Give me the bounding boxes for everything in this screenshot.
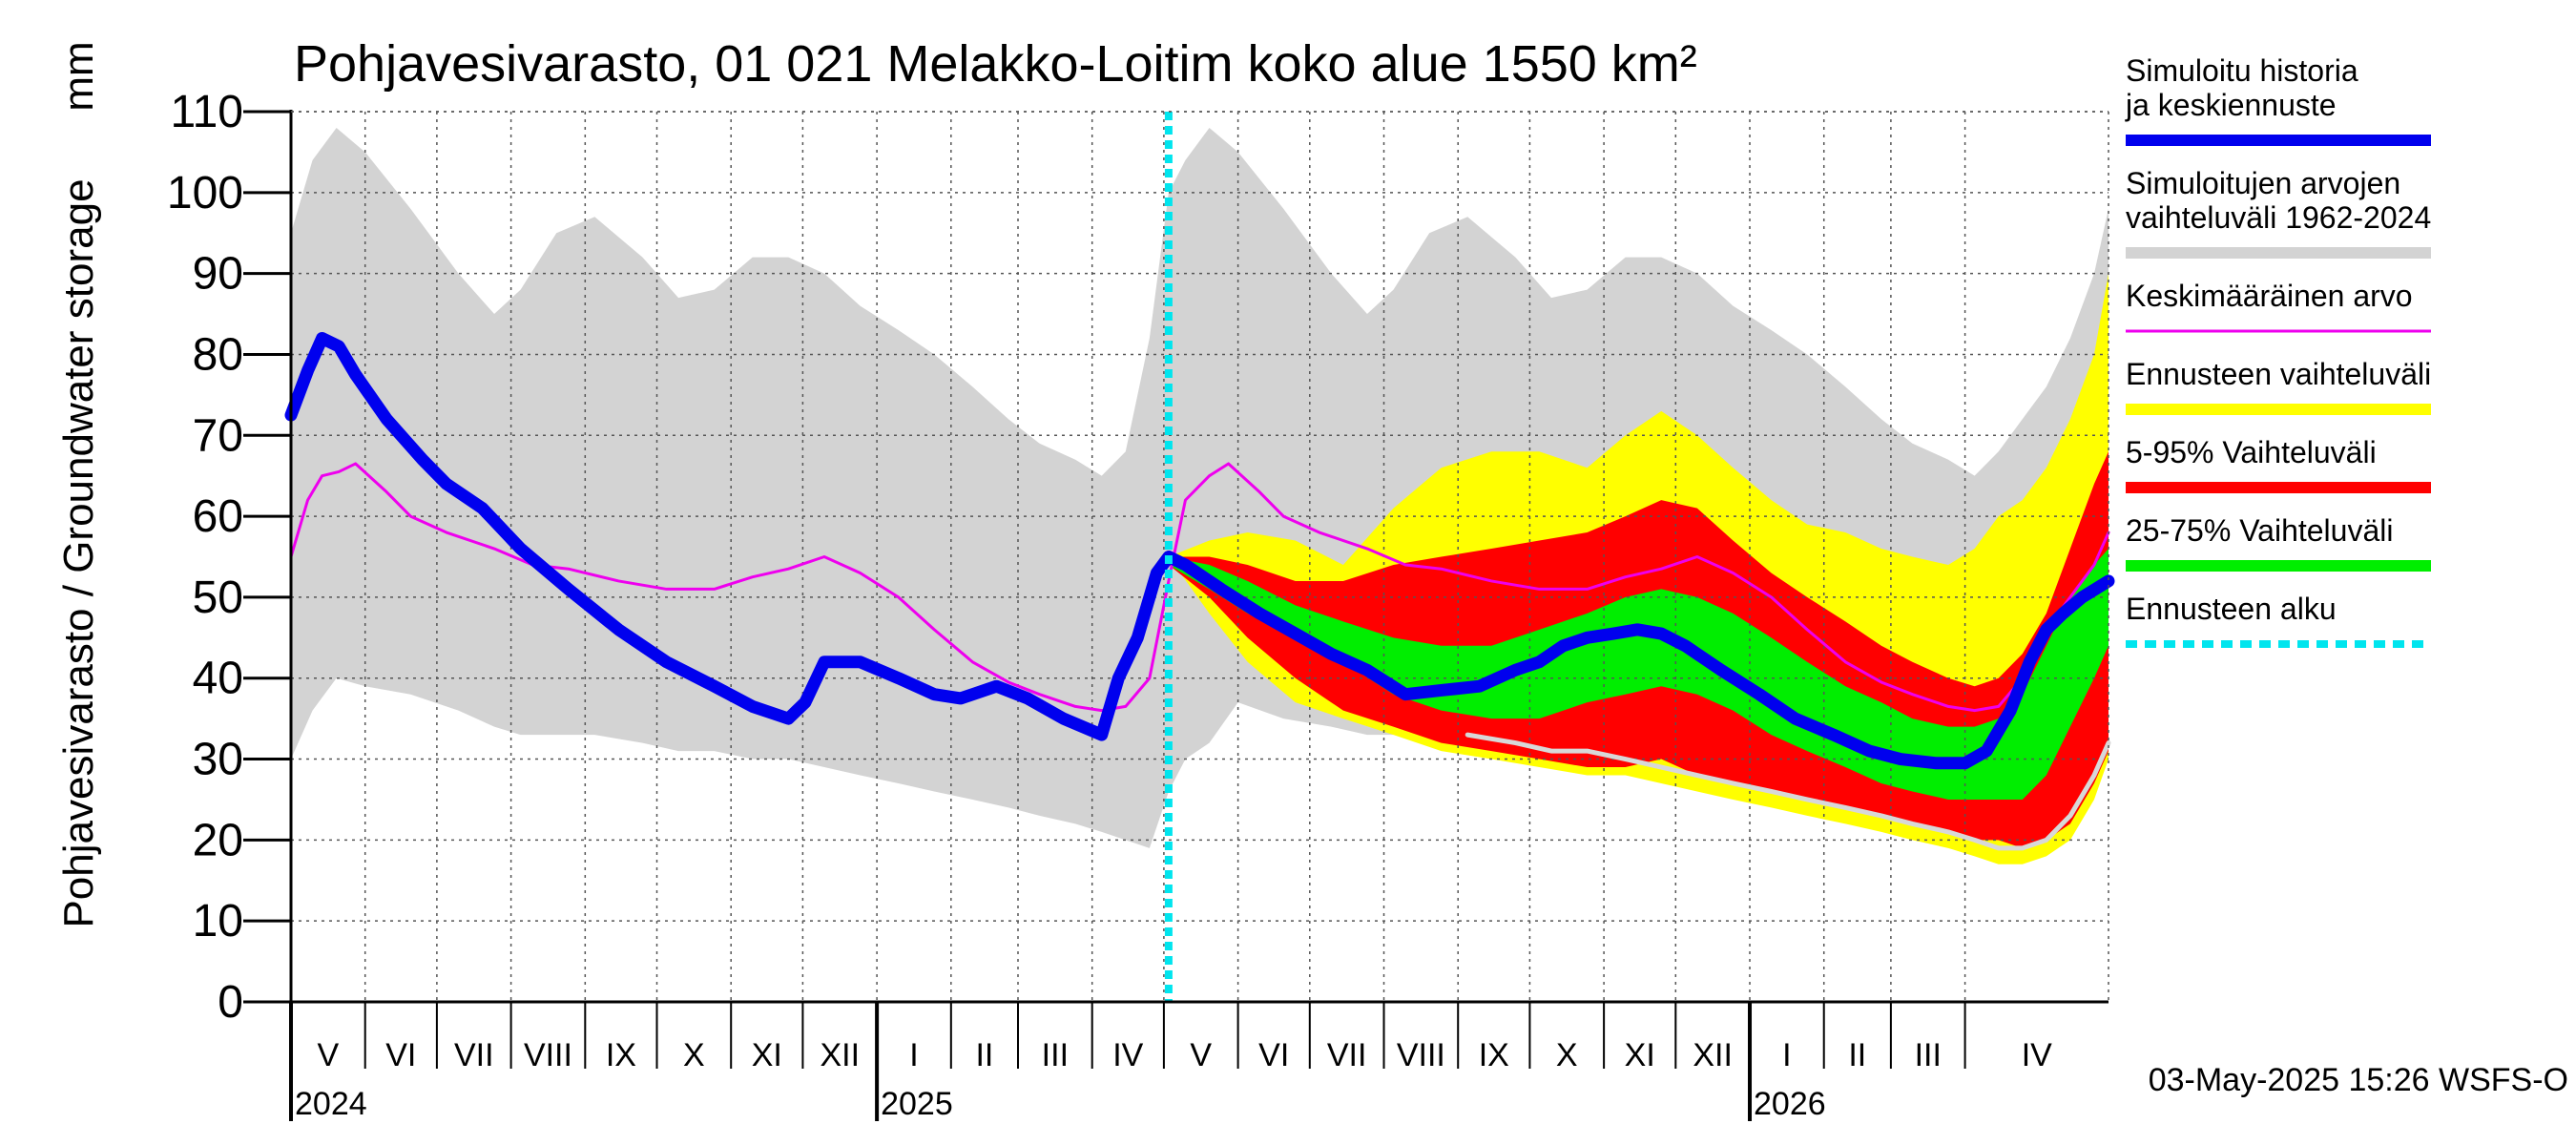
x-month-label: X (1556, 1037, 1578, 1073)
x-month-label: IV (1112, 1037, 1143, 1073)
x-month-label: IX (1479, 1037, 1509, 1073)
x-month-label: VIII (1397, 1037, 1445, 1073)
x-month-label: XII (820, 1037, 860, 1073)
x-month-label: VII (454, 1037, 494, 1073)
x-month-label: VIII (524, 1037, 572, 1073)
history-forecast-line (284, 331, 2115, 770)
x-month-label: XI (752, 1037, 782, 1073)
x-month-label: II (1848, 1037, 1866, 1073)
x-month-label: I (1782, 1037, 1791, 1073)
legend-label: 25-75% Vaihteluväli (2126, 513, 2393, 548)
x-month-label: V (1190, 1037, 1212, 1073)
x-month-label: V (318, 1037, 340, 1073)
x-month-label: VI (385, 1037, 416, 1073)
legend-label: Keskimääräinen arvo (2126, 279, 2413, 313)
x-month-label: VI (1258, 1037, 1289, 1073)
x-month-label: III (1915, 1037, 1942, 1073)
y-tick-label: 50 (193, 572, 243, 623)
y-tick-label: 70 (193, 410, 243, 461)
y-tick-label: 110 (170, 87, 243, 137)
x-month-label: III (1042, 1037, 1069, 1073)
timestamp: 03-May-2025 15:26 WSFS-O (2149, 1062, 2568, 1098)
x-month-label: I (909, 1037, 918, 1073)
x-month-label: IX (606, 1037, 636, 1073)
y-tick-label: 10 (193, 896, 243, 947)
x-month-label: IV (2022, 1037, 2052, 1073)
y-axis-unit: mm (55, 41, 102, 111)
x-month-label: II (975, 1037, 993, 1073)
minimum-line (1465, 732, 2111, 851)
legend-label: ja keskiennuste (2125, 88, 2337, 122)
x-month-label: X (683, 1037, 705, 1073)
x-year-label: 2025 (881, 1086, 953, 1122)
y-tick-label: 90 (193, 249, 243, 300)
y-tick-label: 40 (193, 654, 243, 704)
p25-75-band (1168, 549, 2109, 800)
chart-title: Pohjavesivarasto, 01 021 Melakko-Loitim … (294, 35, 1697, 93)
x-year-label: 2026 (1754, 1086, 1826, 1122)
y-tick-label: 30 (193, 735, 243, 785)
y-tick-label: 60 (193, 491, 243, 542)
legend-label: Ennusteen alku (2126, 592, 2337, 626)
y-tick-label: 0 (218, 977, 243, 1028)
legend-label: vaihteluväli 1962-2024 (2126, 200, 2431, 235)
legend-label: Ennusteen vaihteluväli (2126, 357, 2431, 391)
legend-label: Simuloitu historia (2126, 53, 2358, 88)
y-tick-label: 20 (193, 815, 243, 865)
legend-label: 5-95% Vaihteluväli (2126, 435, 2377, 469)
legend-label: Simuloitujen arvojen (2126, 166, 2400, 200)
x-month-label: VII (1327, 1037, 1367, 1073)
y-tick-label: 100 (167, 168, 243, 219)
x-month-label: XI (1625, 1037, 1655, 1073)
y-axis-label: Pohjavesivarasto / Groundwater storage (55, 178, 102, 927)
x-year-label: 2024 (295, 1086, 367, 1122)
y-tick-label: 80 (193, 329, 243, 380)
x-month-label: XII (1693, 1037, 1733, 1073)
